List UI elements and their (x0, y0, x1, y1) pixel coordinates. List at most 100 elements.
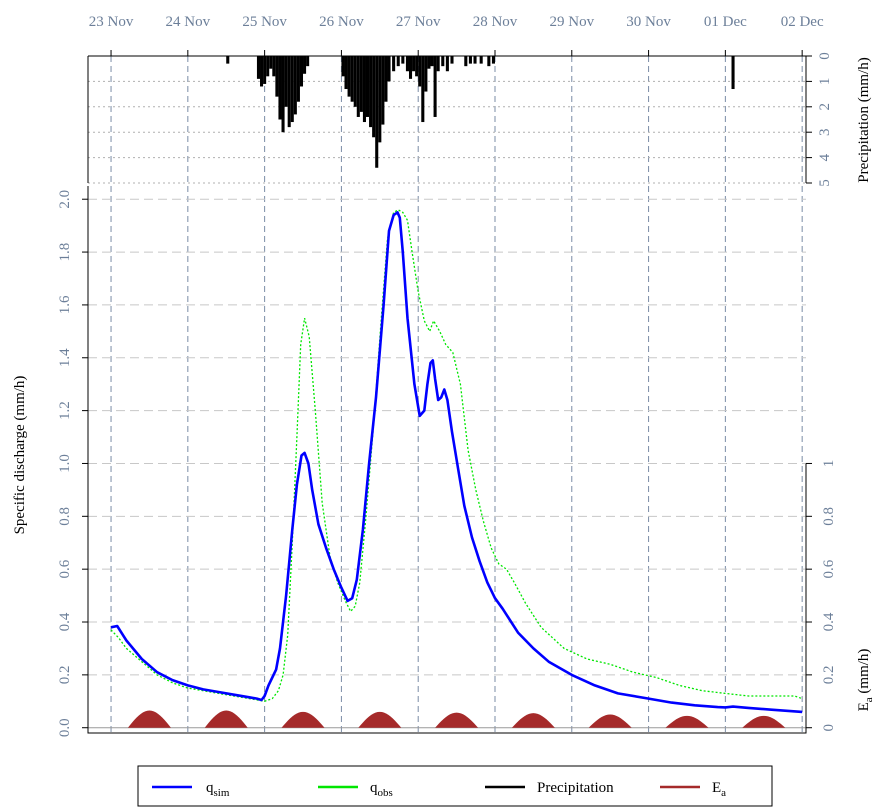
main-panel-frame (87, 186, 807, 734)
precip-panel-frame (87, 55, 807, 183)
precip-bar (293, 56, 297, 115)
legend-qobs-main: q (370, 780, 378, 796)
ea-hump (665, 715, 709, 728)
precip-bar (487, 56, 491, 67)
x-tick-label: 28 Nov (473, 14, 518, 30)
precip-bar (384, 56, 388, 102)
precip-bar (464, 56, 468, 67)
y-tick-label: 0.0 (57, 718, 73, 737)
precip-bar (424, 56, 428, 92)
x-tick-label: 26 Nov (319, 14, 364, 30)
ea-axis-label-unit: (mm/h) (856, 649, 872, 698)
x-tick-label: 29 Nov (549, 14, 594, 30)
precip-bar (226, 56, 230, 64)
x-tick-label: 01 Dec (704, 14, 747, 30)
x-tick-label: 30 Nov (626, 14, 671, 30)
precip-tick-label: 1 (817, 78, 833, 86)
precip-bar (375, 56, 379, 168)
precip-bar (344, 56, 348, 90)
precip-bar (405, 56, 409, 72)
precip-bar (445, 56, 449, 72)
y-tick-label: 1.8 (57, 243, 73, 262)
ea-tick-label: 1 (821, 460, 837, 468)
legend-precip-label: Precipitation (537, 780, 614, 796)
precip-bar (392, 56, 396, 72)
precip-bar (491, 56, 495, 64)
precip-bar (347, 56, 351, 97)
precip-tick-label: 5 (817, 179, 833, 187)
y-tick-label: 1.6 (57, 295, 73, 314)
precip-bar (418, 56, 422, 87)
precip-bar (272, 56, 276, 77)
precip-bar (263, 56, 267, 84)
ea-hump (435, 712, 479, 728)
precip-bar (415, 56, 419, 77)
precip-bar (401, 56, 405, 64)
precipitation-axis-label: Precipitation (mm/h) (856, 57, 872, 182)
precip-bar (269, 56, 273, 69)
ea-tick-label: 0.8 (821, 507, 837, 526)
ea-hump (511, 713, 555, 728)
y-tick-label: 1.0 (57, 454, 73, 473)
y-axis-label: Specific discharge (mm/h) (12, 376, 28, 535)
legend-ea-sub: a (721, 787, 726, 799)
ea-hump (127, 710, 171, 728)
x-tick-label: 24 Nov (166, 14, 211, 30)
precip-tick-label: 2 (817, 103, 833, 111)
precip-bar (365, 56, 370, 117)
precip-bar (284, 56, 288, 107)
precip-bar (412, 56, 416, 72)
precip-bar (341, 56, 345, 77)
precip-bar (287, 56, 291, 128)
precip-bar (303, 56, 307, 74)
precip-bar (396, 56, 400, 67)
precipitation-bars (226, 56, 735, 168)
precip-bar (450, 56, 454, 64)
precip-bar (306, 56, 310, 67)
precip-bar (387, 56, 391, 82)
y-tick-label: 0.2 (57, 665, 73, 684)
qobs-series-line (110, 209, 803, 702)
precip-bar (468, 56, 472, 64)
y-tick-label: 0.8 (57, 507, 73, 526)
x-tick-label: 02 Dec (781, 14, 824, 30)
precip-bar (260, 56, 264, 87)
x-tick-label: 23 Nov (89, 14, 134, 30)
precip-bar (299, 56, 304, 87)
precip-bar (350, 56, 354, 102)
grid-lines (88, 55, 806, 733)
y-tick-label: 1.4 (57, 348, 73, 367)
precip-bar (473, 56, 477, 64)
precip-bar (479, 56, 483, 64)
ea-hump (588, 714, 632, 728)
y-tick-label: 0.4 (57, 612, 73, 631)
precip-bar (266, 56, 270, 77)
precip-bar (381, 56, 385, 125)
precip-bar (256, 56, 261, 79)
x-tick-label: 25 Nov (242, 14, 287, 30)
y-tick-label: 2.0 (57, 190, 73, 209)
legend-qsim-main: q (206, 780, 214, 796)
precip-bar (356, 56, 360, 117)
precip-bar (369, 56, 373, 128)
legend: qsim qobs Precipitation Ea (137, 765, 773, 807)
ea-hump (358, 711, 402, 728)
ea-hump (204, 710, 248, 728)
ea-axis-label-main: E (856, 702, 872, 711)
precip-tick-label: 0 (817, 52, 833, 60)
ea-hump (742, 715, 786, 728)
y-tick-label: 0.6 (57, 559, 73, 578)
ea-axis-label: Ea (mm/h) (856, 649, 875, 712)
ea-axis-label-sub: a (863, 697, 875, 702)
precip-bar (436, 56, 440, 72)
legend-qsim-label: qsim (206, 780, 230, 799)
precip-bar (408, 56, 413, 79)
x-tick-label: 27 Nov (396, 14, 441, 30)
precip-bar (296, 56, 300, 102)
tick-labels: 23 Nov 24 Nov 25 Nov 26 Nov 27 Nov 28 Nov 29 N… (57, 14, 837, 737)
precip-bar (362, 56, 366, 123)
ea-tick-label: 0.4 (821, 612, 837, 631)
precip-bar (421, 56, 425, 123)
ea-tick-label: 0.6 (821, 559, 837, 578)
